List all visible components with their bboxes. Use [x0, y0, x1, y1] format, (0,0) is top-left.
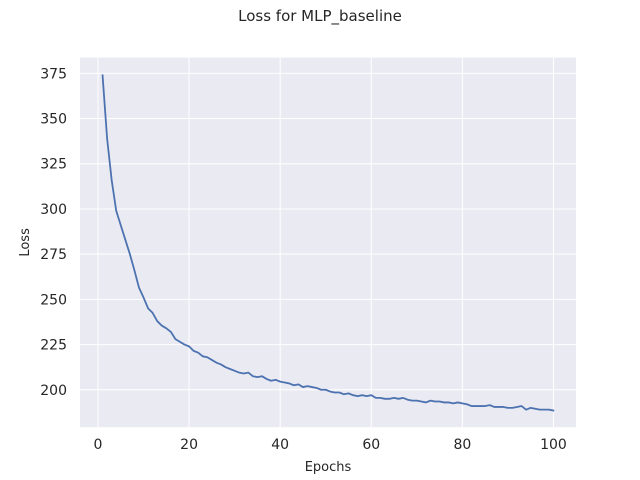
x-tick-label: 0: [94, 437, 103, 453]
series-layer: [101, 74, 555, 412]
y-tick-label: 200: [40, 383, 67, 399]
x-tick-label: 20: [180, 437, 198, 453]
grid-lines: [80, 57, 576, 428]
x-tick-label: 80: [453, 437, 471, 453]
y-tick-label: 225: [40, 338, 67, 354]
x-axis-label: Epochs: [305, 460, 352, 475]
y-tick-label: 350: [40, 112, 67, 128]
y-axis-label: Loss: [18, 228, 33, 257]
y-tick-label: 275: [40, 247, 67, 263]
x-tick-label: 60: [362, 437, 380, 453]
loss-series-line: [101, 74, 555, 412]
tick-labels: 0 20 40 60 80 100 200 225 250 275 300 325 350 375: [40, 66, 567, 453]
chart-title: Loss for MLP_baseline: [238, 7, 402, 26]
y-tick-label: 300: [40, 202, 67, 218]
plot-area: [80, 57, 576, 428]
y-tick-label: 250: [40, 292, 67, 308]
y-tick-label: 325: [40, 157, 67, 173]
x-tick-label: 40: [271, 437, 289, 453]
x-tick-label: 100: [540, 437, 567, 453]
y-tick-label: 375: [40, 66, 67, 82]
